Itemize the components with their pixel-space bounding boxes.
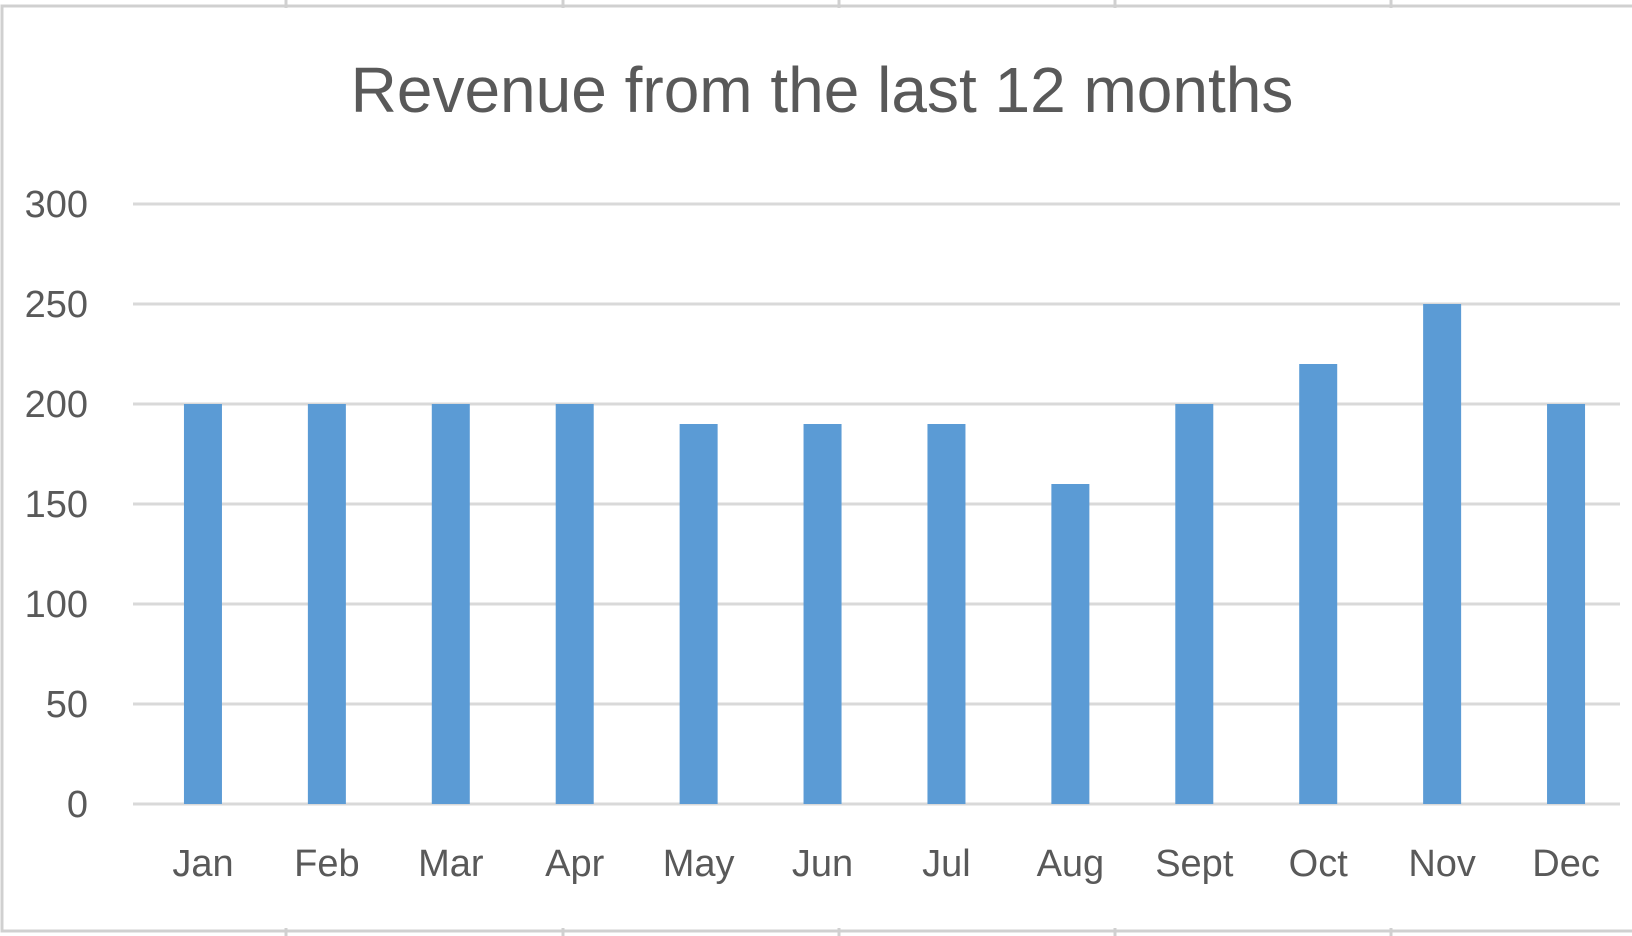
y-axis-ticks: 0 50 100 150 200 250 300 — [25, 184, 88, 826]
chart-title: Revenue from the last 12 months — [351, 54, 1294, 126]
bars — [183, 304, 1586, 804]
y-tick-label: 300 — [25, 184, 88, 226]
bar-jul — [927, 424, 966, 804]
x-tick-label: Jan — [172, 843, 233, 885]
bar-nov — [1423, 304, 1462, 804]
y-tick-label: 50 — [46, 684, 88, 726]
x-tick-label: Oct — [1289, 843, 1349, 885]
bar-dec — [1547, 404, 1586, 804]
y-tick-label: 0 — [67, 784, 88, 826]
y-tick-label: 150 — [25, 484, 88, 526]
x-tick-label: Dec — [1532, 843, 1600, 885]
x-axis-ticks: Jan Feb Mar Apr May Jun Jul Aug Sept Oct Nov Dec — [172, 843, 1600, 885]
spreadsheet-cell-ticks — [284, 0, 1393, 936]
y-tick-label: 250 — [25, 284, 88, 326]
bar-feb — [307, 404, 346, 804]
x-tick-label: Sept — [1155, 843, 1234, 885]
y-tick-label: 200 — [25, 384, 88, 426]
bar-may — [679, 424, 718, 804]
gridlines — [133, 202, 1620, 806]
x-tick-label: Feb — [294, 843, 359, 885]
chart-border — [0, 4, 1632, 933]
x-tick-label: Aug — [1037, 843, 1105, 885]
x-tick-label: Mar — [418, 843, 484, 885]
bar-oct — [1299, 364, 1338, 804]
bar-aug — [1051, 484, 1090, 804]
y-tick-label: 100 — [25, 584, 88, 626]
bar-sept — [1175, 404, 1214, 804]
x-tick-label: Nov — [1408, 843, 1476, 885]
bar-jun — [803, 424, 842, 804]
bar-jan — [183, 404, 222, 804]
x-tick-label: May — [663, 843, 735, 885]
x-tick-label: Jun — [792, 843, 853, 885]
bar-apr — [555, 404, 594, 804]
x-tick-label: Jul — [922, 843, 971, 885]
bar-mar — [431, 404, 470, 804]
x-tick-label: Apr — [545, 843, 604, 885]
